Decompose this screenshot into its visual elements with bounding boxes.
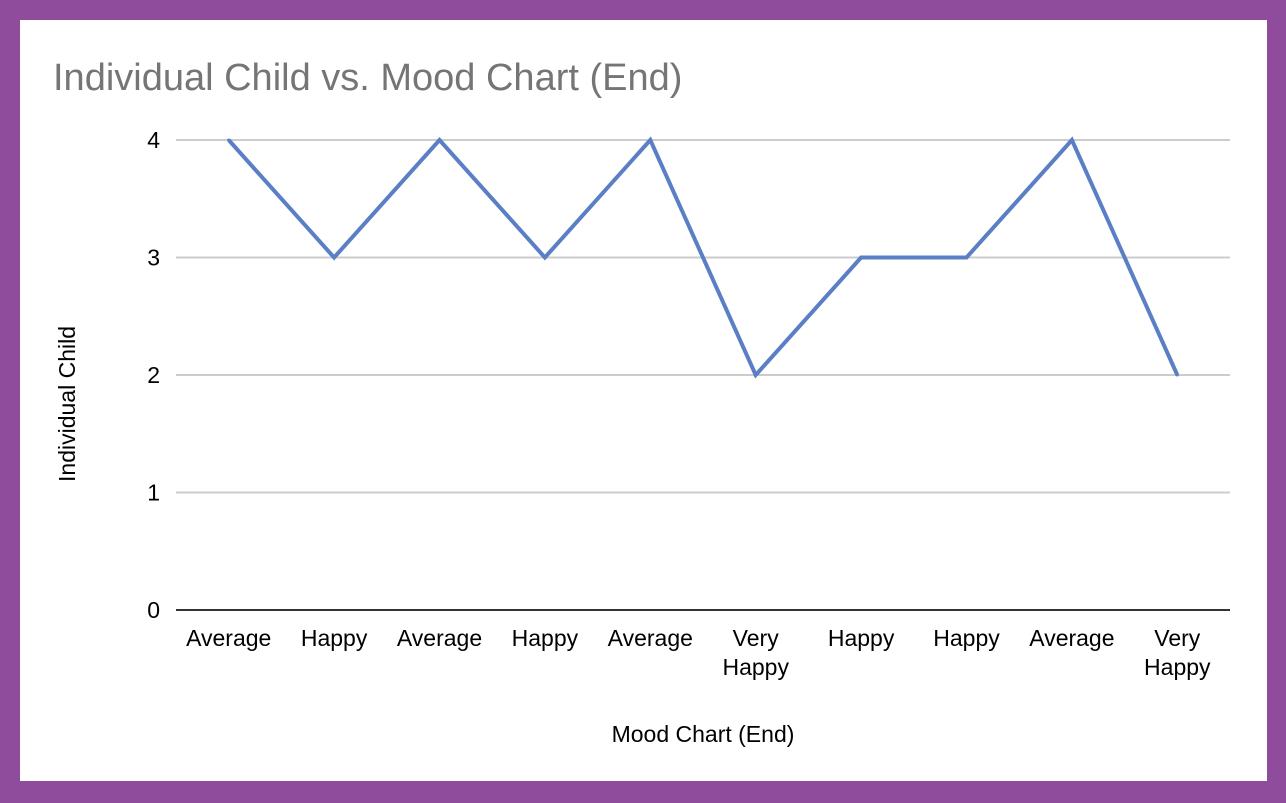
y-tick-label: 1 [147, 480, 160, 506]
x-tick-label: Happy [301, 625, 368, 651]
y-axis-ticks: 0 1 2 3 4 [147, 127, 160, 623]
x-tick-label: Average [1029, 625, 1114, 651]
data-point [965, 256, 968, 259]
x-tick-label: Happy [933, 625, 1000, 651]
x-tick-label: Average [608, 625, 693, 651]
y-tick-label: 2 [147, 362, 160, 388]
y-tick-label: 0 [147, 597, 160, 623]
data-point [227, 138, 231, 142]
x-axis-ticks: Average Happy Average Happy Average Very Happy… [186, 625, 1211, 680]
data-point [543, 256, 547, 259]
data-point [438, 138, 441, 142]
chart-title: Individual Child vs. Mood Chart (End) [53, 57, 682, 99]
gridlines [176, 139, 1230, 494]
y-axis-label: Individual Child [54, 326, 80, 482]
x-tick-label: Average [397, 625, 482, 651]
data-point [1070, 138, 1074, 142]
series-line [227, 136, 1180, 379]
x-tick-label: Very Happy [722, 625, 789, 680]
x-tick-label: Very Happy [1144, 625, 1211, 680]
x-tick-label: Happy [512, 625, 579, 651]
x-axis-label: Mood Chart (End) [612, 721, 795, 747]
data-point [332, 256, 336, 259]
x-tick-label: Average [186, 625, 271, 651]
y-tick-label: 4 [147, 127, 160, 153]
data-point [648, 138, 652, 142]
x-tick-label: Happy [828, 625, 895, 651]
series-layer [227, 136, 1180, 379]
data-point [754, 373, 758, 377]
data-point [1175, 373, 1179, 377]
y-tick-label: 3 [147, 245, 160, 271]
data-point [859, 256, 863, 259]
